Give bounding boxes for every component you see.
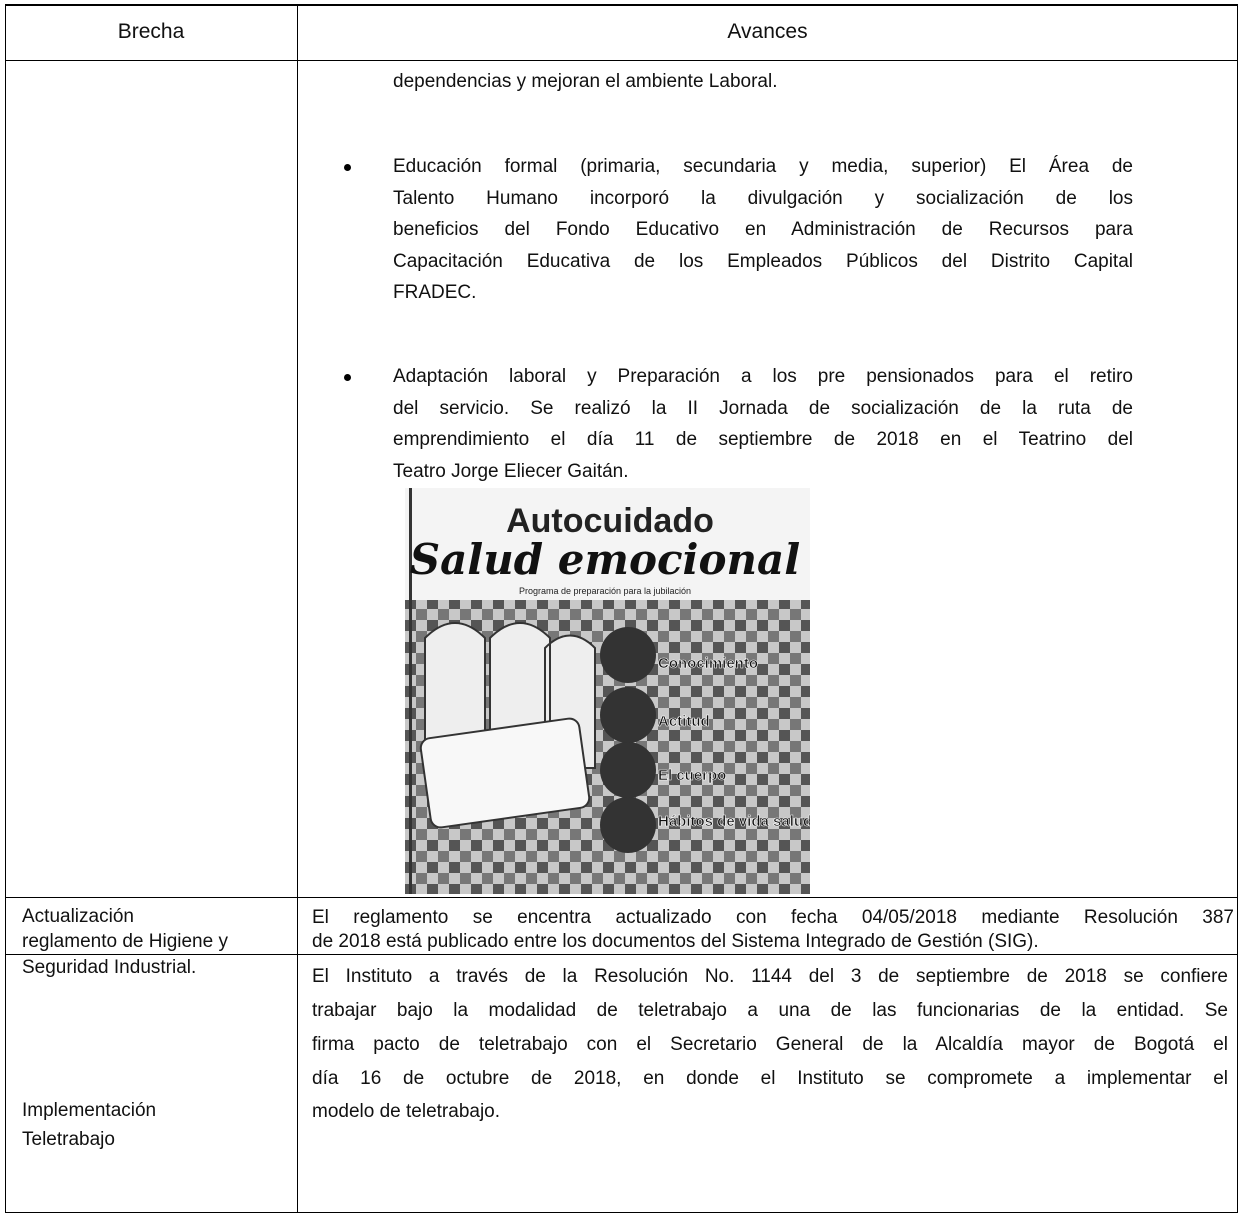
border xyxy=(297,4,298,1213)
text-line: Seguridad Industrial. xyxy=(22,957,197,978)
text-line: trabajar bajo la modalidad de teletrabaj… xyxy=(312,1000,1228,1021)
poster-item: Hábitos de vida saludable xyxy=(658,813,810,830)
text-line: reglamento de Higiene y xyxy=(22,931,228,952)
border xyxy=(5,4,1238,6)
text-line: Talento Humano incorporó la divulgación … xyxy=(393,188,1133,209)
text-line: Educación formal (primaria, secundaria y… xyxy=(393,156,1133,177)
text-line: del servicio. Se realizó la II Jornada d… xyxy=(393,398,1133,419)
text-line: Capacitación Educativa de los Empleados … xyxy=(393,251,1133,272)
border xyxy=(5,4,6,1213)
bullet xyxy=(344,164,351,171)
poster-subtitle: Salud emocional xyxy=(410,535,800,584)
border xyxy=(1237,4,1238,1213)
text-line: Teletrabajo xyxy=(22,1129,115,1150)
text-line: Implementación xyxy=(22,1100,157,1121)
poster-tagline: Programa de preparación para la jubilaci… xyxy=(519,586,691,596)
text-line: emprendimiento el día 11 de septiembre d… xyxy=(393,429,1133,450)
border xyxy=(5,954,1238,955)
poster-title: Autocuidado xyxy=(506,502,714,540)
bullet xyxy=(344,374,351,381)
border xyxy=(5,897,1238,898)
text-line: firma pacto de teletrabajo con el Secret… xyxy=(312,1034,1228,1055)
text-line: Actualización xyxy=(22,906,134,927)
text-line: dependencias y mejoran el ambiente Labor… xyxy=(393,71,778,92)
text-line: FRADEC. xyxy=(393,282,477,303)
text-line: Teatro Jorge Eliecer Gaitán. xyxy=(393,461,629,482)
border xyxy=(5,60,1238,61)
poster-item: Actitud xyxy=(658,713,710,730)
text-line: Brecha xyxy=(117,20,185,43)
text-line: El Instituto a través de la Resolución N… xyxy=(312,966,1228,987)
text-line: beneficios del Fondo Educativo en Admini… xyxy=(393,219,1133,240)
text-line: día 16 de octubre de 2018, en donde el I… xyxy=(312,1068,1228,1089)
poster-item: El cuerpo xyxy=(658,767,726,784)
poster-item: Conocimiento xyxy=(658,655,758,672)
text-line: modelo de teletrabajo. xyxy=(312,1101,501,1122)
text-line: de 2018 está publicado entre los documen… xyxy=(312,931,1039,952)
text-line: Adaptación laboral y Preparación a los p… xyxy=(393,366,1133,387)
border xyxy=(5,1212,1238,1213)
text-line: El reglamento se encentra actualizado co… xyxy=(312,907,1234,928)
text-line: Avances xyxy=(727,20,808,43)
